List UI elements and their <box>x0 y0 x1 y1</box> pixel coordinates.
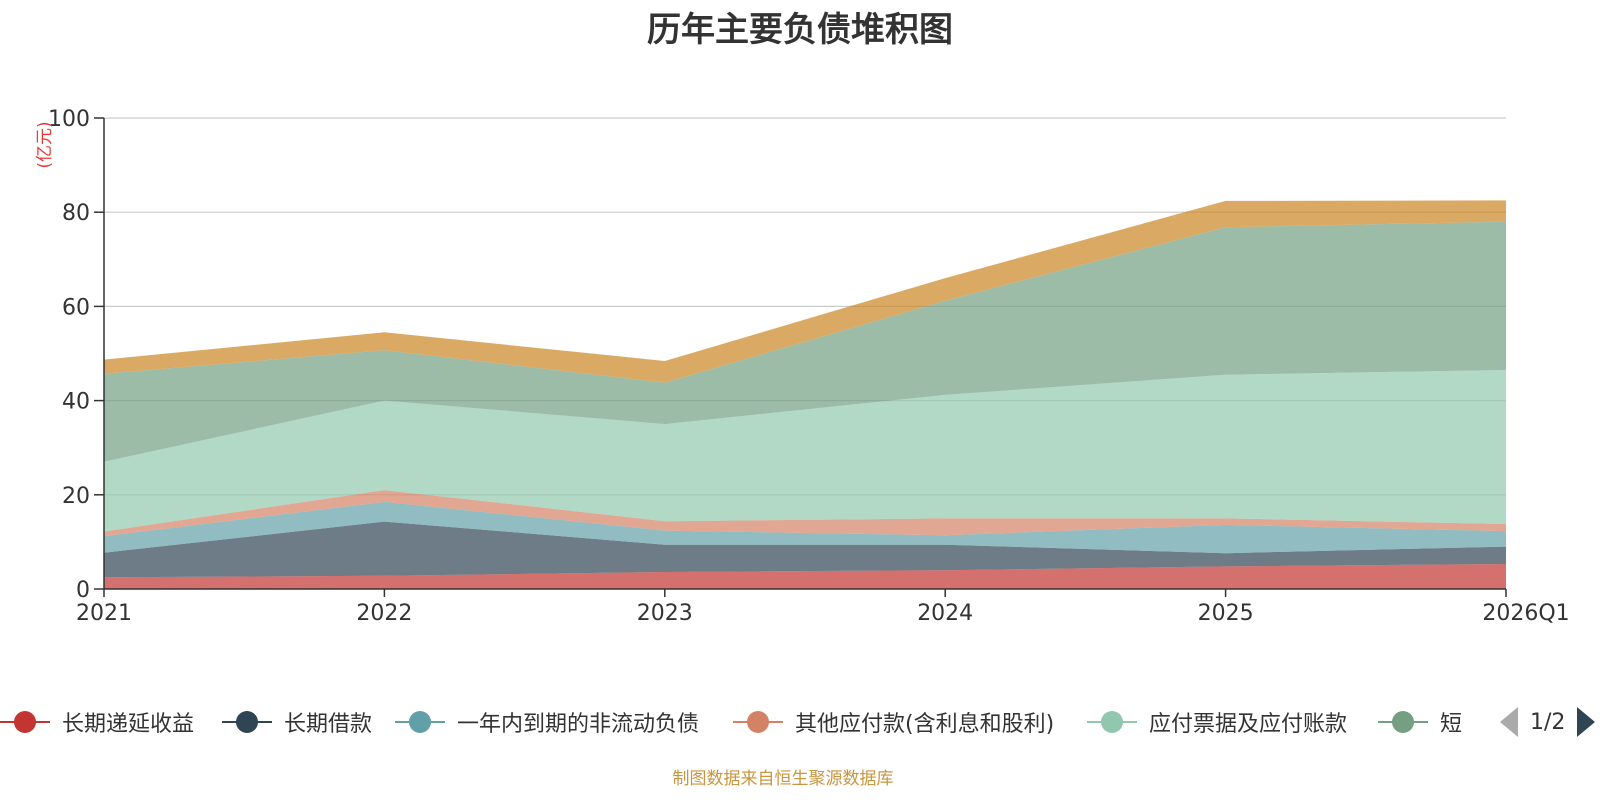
area-series-4[interactable] <box>104 490 1506 537</box>
legend-item-2[interactable]: 长期借款 <box>222 702 372 742</box>
area-series-1[interactable] <box>104 564 1506 589</box>
y-tick-label: 20 <box>62 484 90 509</box>
x-tick-label: 2025 <box>1198 601 1254 626</box>
legend-marker-icon <box>395 711 445 733</box>
legend-prev-page-button[interactable] <box>1500 707 1518 737</box>
area-series-2[interactable] <box>104 521 1506 578</box>
area-series-3[interactable] <box>104 501 1506 554</box>
y-tick-label: 40 <box>62 390 90 415</box>
legend-next-page-button[interactable] <box>1577 707 1596 737</box>
legend-marker-icon <box>1378 711 1428 733</box>
y-tick-label: 0 <box>76 578 90 603</box>
legend-item-5[interactable]: 应付票据及应付账款 <box>1087 702 1347 742</box>
legend-label: 其他应付款(含利息和股利) <box>795 712 1055 737</box>
legend-label: 一年内到期的非流动负债 <box>457 712 700 737</box>
legend-label: 短期借款 <box>1440 712 1462 737</box>
source-note: 制图数据来自恒生聚源数据库 <box>672 769 894 789</box>
y-tick-label: 100 <box>48 107 90 132</box>
legend-items: 长期递延收益 长期借款 一年内到期的非流动负债 其他应付款(含利息和股利) 应付票据及应… <box>0 702 1462 742</box>
x-tick-label: 2026Q1 <box>1482 601 1569 626</box>
legend-item-3[interactable]: 一年内到期的非流动负债 <box>395 702 699 742</box>
chart-title: 历年主要负债堆积图 <box>647 10 953 50</box>
axes: 0 20 40 60 80 100 2021 2022 2023 2024 2025 2026Q1 <box>48 107 1570 626</box>
x-tick-label: 2023 <box>637 601 693 626</box>
y-axis-unit-label: (亿元) <box>35 121 55 168</box>
legend-label: 长期递延收益 <box>62 712 195 737</box>
legend-item-4[interactable]: 其他应付款(含利息和股利) <box>733 702 1054 742</box>
legend-marker-icon <box>1087 711 1137 733</box>
x-tick-label: 2021 <box>76 601 132 626</box>
legend-item-6[interactable]: 短期借款 <box>1378 702 1462 742</box>
legend-label: 应付票据及应付账款 <box>1149 712 1348 737</box>
legend-item-1[interactable]: 长期递延收益 <box>0 702 194 742</box>
area-series <box>104 200 1506 589</box>
legend-marker-icon <box>222 711 272 733</box>
legend-pager: 1/2 <box>1500 702 1596 742</box>
y-tick-label: 80 <box>62 201 90 226</box>
x-tick-label: 2024 <box>917 601 973 626</box>
y-tick-label: 60 <box>62 295 90 320</box>
area-series-5[interactable] <box>104 370 1506 532</box>
legend-page-indicator: 1/2 <box>1530 709 1566 735</box>
legend-marker-icon <box>733 711 783 733</box>
area-series-7[interactable] <box>104 200 1506 383</box>
legend-marker-icon <box>0 711 50 733</box>
legend-label: 长期借款 <box>284 712 373 737</box>
legend: 长期递延收益 长期借款 一年内到期的非流动负债 其他应付款(含利息和股利) 应付票据及应… <box>0 702 1600 742</box>
x-tick-label: 2022 <box>356 601 412 626</box>
